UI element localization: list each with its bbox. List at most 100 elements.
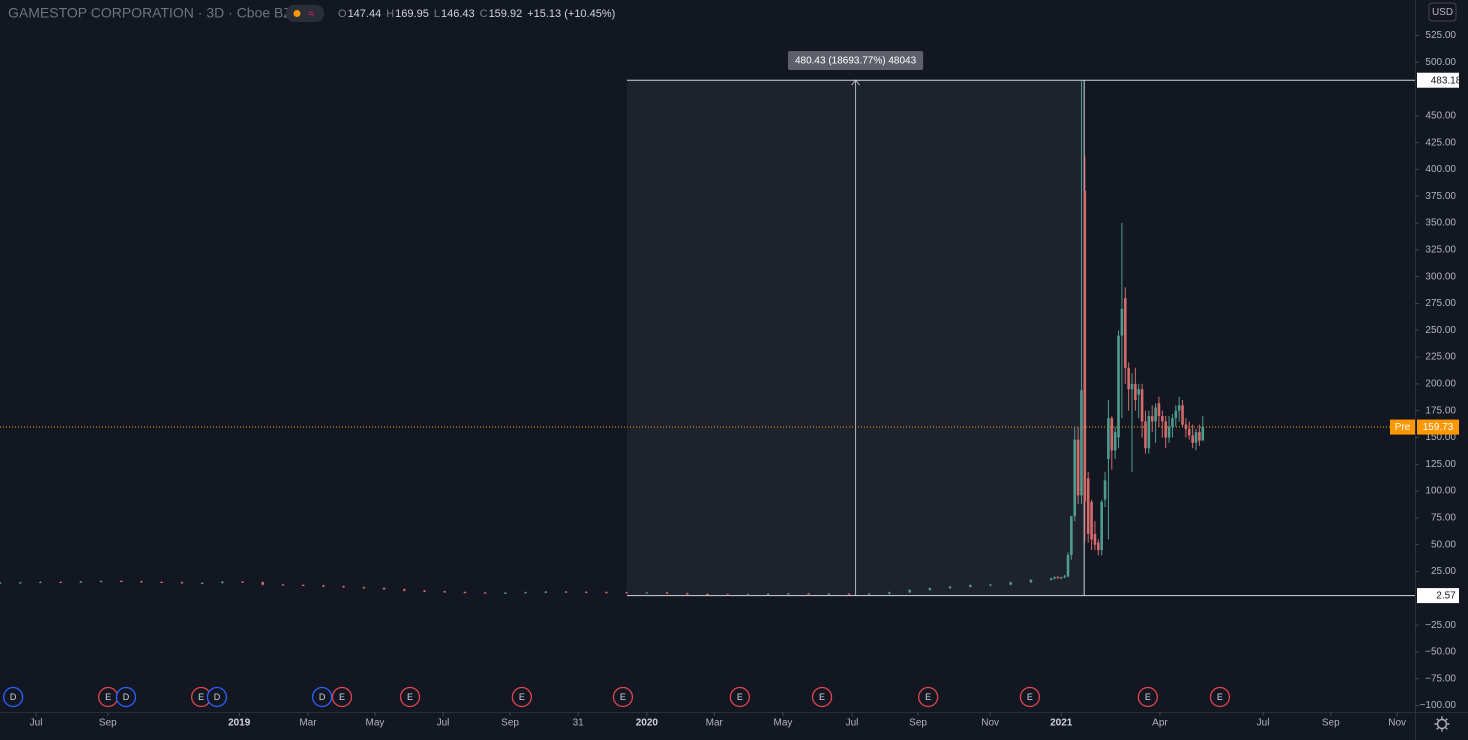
event-marker[interactable] [729, 686, 750, 708]
event-marker[interactable] [115, 686, 137, 708]
settings-icon[interactable] [1434, 716, 1450, 732]
ohlc-key: H [386, 8, 394, 20]
candle-body [1073, 439, 1077, 516]
overlay: 480.43 (18693.77%) 48043 [787, 51, 924, 70]
delay-icon: ≈ [308, 8, 314, 20]
ohlc-legend: O 147.44 H 169.95 L 146.43 C 159.92 +15.13 (+10.… [338, 8, 615, 20]
settings-gear [1436, 718, 1448, 730]
currency-button[interactable] [1428, 2, 1457, 22]
x-tick-label: Sep [909, 718, 927, 729]
candle-body [1187, 428, 1191, 436]
candle-body [1194, 432, 1198, 443]
candle-body [544, 591, 548, 593]
candle-body [1009, 582, 1013, 585]
candle-body [1053, 577, 1056, 579]
y-tick-label: 275.00 [1425, 298, 1456, 309]
measure-high-label-box [1417, 72, 1459, 88]
y-tick-label: 300.00 [1425, 271, 1456, 282]
y-tick-label: 200.00 [1425, 379, 1456, 390]
x-tick-label: 2021 [1050, 718, 1073, 729]
y-tick-label: 100.00 [1425, 486, 1456, 497]
event-marker[interactable] [399, 686, 421, 708]
candle-body [79, 581, 83, 583]
x-tick-label: Sep [1322, 718, 1340, 729]
candle-body [1113, 432, 1117, 451]
candle-body [564, 591, 568, 593]
event-label: E [819, 692, 825, 702]
candle-body [726, 594, 730, 596]
candle-body [1086, 478, 1090, 534]
candle-body [605, 592, 608, 594]
candle-body [1150, 416, 1154, 422]
event-marker[interactable] [612, 686, 634, 708]
event-label: E [1027, 692, 1033, 702]
x-tick-label: Sep [99, 718, 117, 729]
candle-body [140, 581, 143, 583]
x-tick-label: Nov [981, 718, 999, 729]
ohlc-change: +15.13 (+10.45%) [527, 8, 615, 20]
candle-body [1097, 542, 1100, 551]
y-tick-label: 75.00 [1431, 513, 1456, 524]
candle-body [706, 594, 709, 596]
session-icon [293, 10, 301, 17]
candle-body [1198, 432, 1201, 441]
event-marker[interactable] [511, 686, 533, 708]
y-tick-label: −100.00 [1420, 700, 1457, 711]
event-marker[interactable] [1137, 686, 1158, 708]
candle-body [119, 580, 123, 582]
event-label: E [1145, 692, 1151, 702]
event-marker[interactable] [2, 686, 24, 708]
candle-body [888, 592, 891, 594]
event-marker[interactable] [811, 686, 833, 708]
candle-body [261, 582, 265, 585]
candle-body [1134, 383, 1137, 400]
ohlc-key: C [480, 8, 488, 20]
candle-body [1161, 416, 1164, 422]
event-marker[interactable] [918, 686, 939, 708]
settings-gear-teeth [1434, 716, 1450, 732]
event-marker[interactable] [1209, 686, 1231, 708]
event-marker[interactable] [206, 686, 228, 708]
x-tick-label: Mar [706, 718, 724, 729]
candle-body [1201, 426, 1205, 441]
candle-body [1076, 439, 1080, 496]
x-tick-label: Jul [30, 718, 43, 729]
candle-body [1191, 435, 1194, 443]
y-tick-label: 150.00 [1425, 432, 1456, 443]
candle-body [160, 581, 164, 583]
candle-body [1083, 190, 1087, 502]
candle-body [221, 581, 224, 583]
event-marker[interactable] [1019, 686, 1041, 708]
y-tick-label: 325.00 [1425, 244, 1456, 255]
candle-body [443, 591, 447, 593]
y-tick-label: 25.00 [1431, 566, 1456, 577]
candle-body [1056, 577, 1060, 579]
x-tick-label: Nov [1388, 718, 1406, 729]
y-tick-label: 125.00 [1425, 459, 1456, 470]
y-tick-label: −50.00 [1425, 647, 1456, 658]
measure-high-label: 483.18 [1431, 75, 1462, 86]
candle-body [1093, 534, 1097, 545]
pre-tag-box [1390, 419, 1415, 435]
y-tick-label: 350.00 [1425, 218, 1456, 229]
y-tick-label: 425.00 [1425, 137, 1456, 148]
candle-body [625, 592, 628, 594]
event-label: D [10, 692, 17, 702]
candle-body [1177, 405, 1181, 411]
candle-body [827, 593, 831, 595]
event-marker[interactable] [311, 686, 333, 708]
candle-body [787, 593, 790, 595]
candle-body [402, 589, 406, 591]
candle-body [867, 593, 871, 595]
event-label: E [339, 692, 345, 702]
x-tick-label: Jul [437, 718, 450, 729]
candle-body [1107, 418, 1110, 459]
event-marker[interactable] [331, 686, 353, 708]
candle-body [989, 584, 992, 586]
x-tick-label: Sep [501, 718, 519, 729]
candle-body [1181, 405, 1184, 425]
event-label: D [214, 692, 221, 702]
candle-body [241, 581, 244, 583]
candle-body [1174, 410, 1178, 419]
